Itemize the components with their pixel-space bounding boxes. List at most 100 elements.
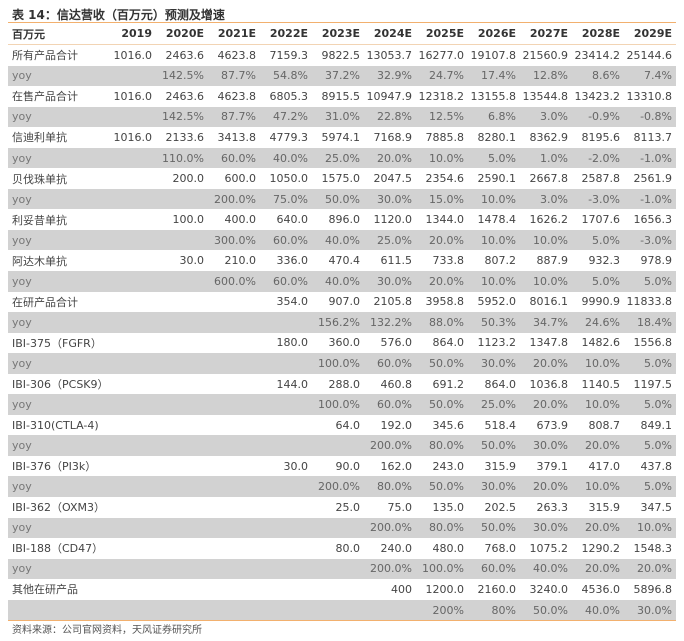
- table-cell: 518.4: [484, 418, 517, 432]
- table-cell: 2105.8: [373, 295, 413, 309]
- row-label: yoy: [12, 356, 32, 370]
- table-cell: -2.0%: [588, 151, 620, 165]
- table-cell: 12.5%: [429, 110, 464, 124]
- table-cell: 30.0%: [533, 521, 568, 535]
- row-label: 阿达木单抗: [12, 254, 67, 268]
- table-cell: 1656.3: [633, 213, 673, 227]
- table-cell: 978.9: [640, 254, 673, 268]
- table-cell: 7885.8: [425, 130, 465, 144]
- table-cell: 417.0: [588, 459, 621, 473]
- row-label: IBI-375（FGFR）: [12, 336, 102, 350]
- table-cell: 2463.6: [165, 48, 205, 62]
- table-cell: 1016.0: [113, 130, 153, 144]
- table-cell: 5.0%: [644, 439, 672, 453]
- table-cell: -1.0%: [640, 151, 672, 165]
- table-cell: 8280.1: [477, 130, 517, 144]
- table-cell: 9990.9: [581, 295, 621, 309]
- product-row: 贝伐珠单抗 200.0 600.0 1050.0 1575.0 2047.5 2354.6 2…: [8, 168, 676, 189]
- table-cell: 3240.0: [529, 582, 569, 596]
- table-cell: 30.0: [179, 254, 205, 268]
- table-cell: 80.0: [335, 541, 361, 555]
- table-cell: 733.8: [432, 254, 465, 268]
- table-cell: 10.0%: [533, 274, 568, 288]
- table-cell: 64.0: [335, 418, 361, 432]
- table-cell: 263.3: [536, 500, 569, 514]
- table-cell: 1482.6: [581, 336, 621, 350]
- table-cell: 5.0%: [644, 356, 672, 370]
- table-cell: 8195.6: [581, 130, 621, 144]
- table-cell: 24.6%: [585, 315, 620, 329]
- table-cell: -3.0%: [588, 192, 620, 206]
- table-cell: -0.8%: [640, 110, 672, 124]
- product-row: 其他在研产品 400 1200.0 2160.0 3240.0 4536.0 5896.8: [8, 579, 676, 600]
- table-cell: 100.0%: [422, 562, 464, 576]
- table-cell: 354.0: [276, 295, 309, 309]
- table-cell: 347.5: [640, 500, 673, 514]
- table-cell: 2590.1: [477, 172, 517, 186]
- table-cell: 156.2%: [318, 315, 360, 329]
- table-cell: 40.0%: [273, 151, 308, 165]
- table-cell: 60.0%: [377, 398, 412, 412]
- table-cell: 1197.5: [633, 377, 673, 391]
- row-label: yoy: [12, 562, 32, 576]
- table-cell: 10.0%: [481, 233, 516, 247]
- table-cell: 20.0%: [533, 480, 568, 494]
- table-cell: 5.0%: [592, 233, 620, 247]
- table-cell: 202.5: [484, 500, 517, 514]
- table-cell: 200.0: [172, 172, 205, 186]
- table-cell: 60.0%: [481, 562, 516, 576]
- product-row: 信迪利单抗 1016.0 2133.6 3413.8 4779.3 5974.1 7168.…: [8, 127, 676, 148]
- table-cell: 20.0%: [429, 274, 464, 288]
- table-cell: 40.0%: [325, 233, 360, 247]
- table-cell: 768.0: [484, 541, 517, 555]
- header-year: 2028E: [581, 27, 620, 40]
- product-row: 在研产品合计 354.0 907.0 2105.8 3958.8 5952.0 8016.1…: [8, 292, 676, 313]
- table-cell: 315.9: [588, 500, 621, 514]
- table-cell: 691.2: [432, 377, 465, 391]
- table-cell: 7159.3: [269, 48, 309, 62]
- table-cell: 50.0%: [481, 521, 516, 535]
- table-cell: 20.0%: [377, 151, 412, 165]
- table-cell: 19107.8: [470, 48, 517, 62]
- table-cell: 470.4: [328, 254, 361, 268]
- table-cell: 10947.9: [366, 89, 413, 103]
- table-cell: 1626.2: [529, 213, 569, 227]
- row-label: 信迪利单抗: [12, 131, 67, 145]
- table-cell: 1575.0: [321, 172, 361, 186]
- row-label: 所有产品合计: [12, 49, 78, 63]
- table-cell: 400.0: [224, 213, 257, 227]
- row-label: yoy: [12, 274, 32, 288]
- table-title: 表 14：信达营收（百万元）预测及增速: [12, 8, 225, 22]
- table-cell: 600.0: [224, 172, 257, 186]
- table-cell: 200.0%: [318, 480, 360, 494]
- table-cell: 142.5%: [162, 69, 204, 83]
- table-cell: 8113.7: [633, 130, 673, 144]
- table-cell: 1075.2: [529, 541, 569, 555]
- table-cell: 90.0: [335, 459, 361, 473]
- table-cell: 3413.8: [217, 130, 257, 144]
- product-row: 所有产品合计 1016.0 2463.6 4623.8 7159.3 9822.5 1305…: [8, 45, 676, 66]
- table-cell: 88.0%: [429, 315, 464, 329]
- table-cell: 8016.1: [529, 295, 569, 309]
- table-cell: 75.0: [387, 500, 413, 514]
- yoy-row: 200% 80% 50.0% 40.0% 30.0%: [8, 599, 676, 621]
- table-cell: 6805.3: [269, 89, 309, 103]
- table-cell: 8915.5: [321, 89, 361, 103]
- row-label: yoy: [12, 110, 32, 124]
- row-label: yoy: [12, 151, 32, 165]
- table-cell: 22.8%: [377, 110, 412, 124]
- table-cell: 400: [391, 582, 412, 596]
- table-cell: 1548.3: [633, 541, 673, 555]
- table-cell: 32.9%: [377, 69, 412, 83]
- table-cell: 336.0: [276, 254, 309, 268]
- table-cell: 20.0%: [585, 521, 620, 535]
- header-year: 2029E: [633, 27, 672, 40]
- table-cell: 30.0%: [533, 439, 568, 453]
- source-note: 资料来源：公司官网资料，天风证券研究所: [12, 625, 202, 636]
- table-cell: 200.0%: [214, 192, 256, 206]
- table-cell: 50.0%: [429, 356, 464, 370]
- product-row: IBI-376（PI3k） 30.0 90.0 162.0 243.0 315.9 379.…: [8, 456, 676, 477]
- table-cell: 5952.0: [477, 295, 517, 309]
- header-year: 2022E: [269, 27, 308, 40]
- table-cell: 4623.8: [217, 48, 257, 62]
